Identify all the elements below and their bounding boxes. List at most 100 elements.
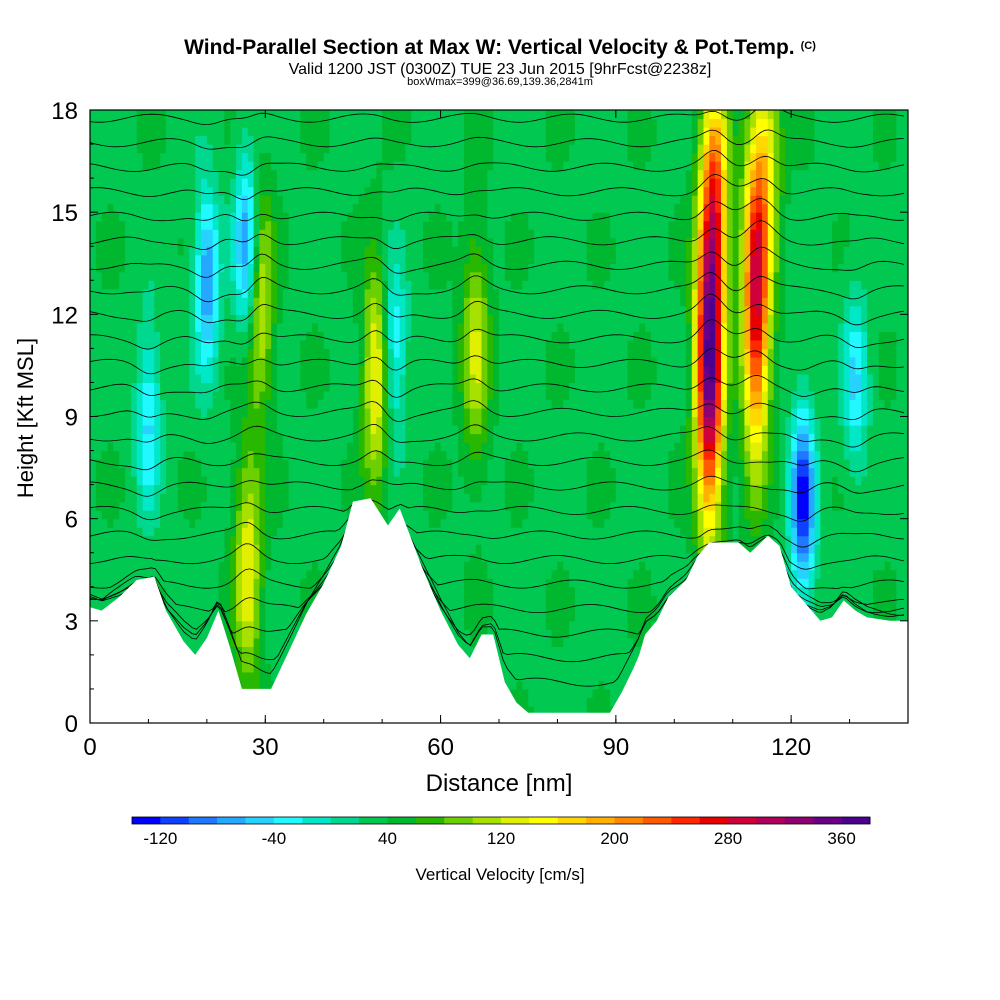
field-cell [218, 254, 225, 264]
field-cell [463, 314, 471, 324]
field-cell [230, 118, 237, 128]
field-cell [300, 263, 307, 273]
field-cell [142, 314, 150, 324]
field-cell [335, 510, 342, 520]
field-cell [125, 442, 132, 452]
field-cell [463, 110, 471, 120]
field-cell [463, 493, 471, 503]
field-cell [171, 229, 179, 239]
field-cell [101, 203, 109, 213]
field-cell [376, 348, 383, 358]
field-cell [276, 612, 284, 622]
field-cell [387, 220, 395, 230]
field-cell [352, 254, 360, 264]
field-cell [358, 152, 366, 162]
field-cell [463, 552, 471, 562]
field-cell [393, 212, 401, 222]
field-cell [95, 425, 103, 435]
field-cell [189, 314, 196, 324]
field-cell [119, 254, 126, 264]
field-cell [317, 144, 325, 154]
field-cell [195, 186, 202, 196]
field-cell [271, 339, 278, 349]
field-cell [417, 297, 424, 307]
field-cell [312, 356, 319, 367]
field-cell [440, 110, 448, 120]
field-cell [475, 237, 483, 247]
field-cell [393, 144, 401, 154]
field-cell [253, 510, 261, 520]
field-cell [317, 510, 325, 520]
field-cell [312, 169, 319, 179]
field-cell [177, 237, 185, 247]
field-cell [306, 390, 313, 401]
field-cell [352, 246, 360, 256]
field-cell [125, 178, 132, 188]
field-cell [189, 484, 196, 494]
field-cell [101, 237, 109, 247]
field-cell [358, 305, 366, 315]
field-cell [382, 178, 389, 188]
field-cell [469, 569, 477, 579]
field-cell [370, 229, 377, 239]
field-cell [113, 135, 120, 145]
field-cell [423, 314, 430, 324]
field-cell [399, 161, 407, 171]
field-cell [90, 237, 97, 247]
field-cell [212, 169, 220, 179]
field-cell [370, 416, 377, 426]
field-cell [230, 280, 237, 290]
field-cell [90, 297, 97, 307]
field-cell [113, 212, 120, 222]
field-cell [475, 339, 483, 349]
field-cell [323, 356, 331, 367]
field-cell [329, 331, 336, 341]
field-cell [165, 484, 173, 494]
field-cell [95, 493, 103, 503]
field-cell [160, 493, 167, 503]
field-cell [399, 348, 407, 358]
field-cell [323, 144, 331, 154]
field-cell [130, 510, 138, 520]
field-cell [95, 569, 103, 579]
field-cell [95, 382, 103, 392]
field-cell [335, 459, 342, 469]
field-cell [130, 416, 138, 426]
field-cell [312, 118, 319, 128]
field-cell [90, 493, 97, 503]
field-cell [440, 135, 448, 145]
field-cell [142, 518, 150, 528]
field-cell [364, 237, 372, 247]
field-cell [434, 220, 442, 230]
field-cell [136, 433, 144, 443]
field-cell [487, 433, 494, 443]
field-cell [487, 339, 494, 349]
field-cell [376, 280, 383, 290]
field-cell [136, 110, 144, 120]
field-cell [463, 544, 471, 554]
field-cell [382, 110, 389, 120]
field-cell [428, 544, 436, 554]
field-cell [364, 331, 372, 341]
field-cell [212, 518, 220, 528]
field-cell [113, 433, 120, 443]
field-cell [393, 305, 401, 315]
field-cell [183, 110, 190, 120]
field-cell [411, 382, 418, 392]
field-cell [177, 476, 185, 486]
field-cell [276, 620, 284, 630]
field-cell [212, 339, 220, 349]
field-cell [306, 280, 313, 290]
field-cell [101, 186, 109, 196]
field-cell [247, 390, 255, 401]
field-cell [119, 569, 126, 579]
field-cell [148, 442, 155, 452]
field-cell [428, 467, 436, 477]
field-cell [236, 518, 243, 528]
field-cell [405, 135, 412, 145]
field-cell [323, 339, 331, 349]
field-cell [335, 254, 342, 264]
field-cell [130, 425, 138, 435]
field-cell [265, 459, 272, 469]
field-cell [294, 110, 301, 120]
